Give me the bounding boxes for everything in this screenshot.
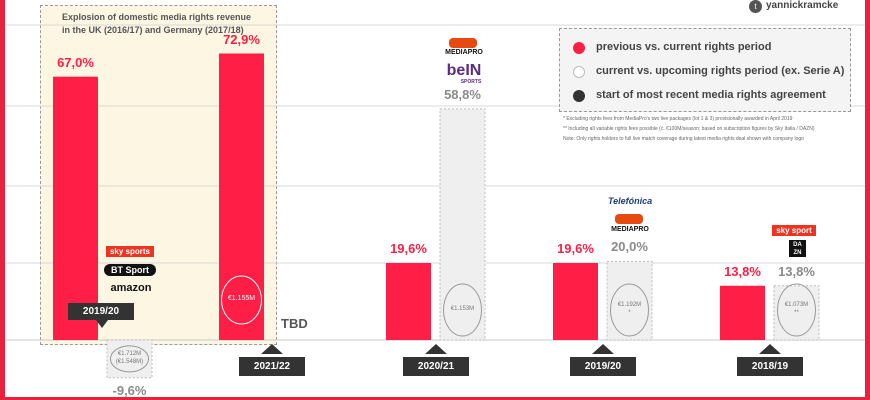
data-label-upcoming-4: 13,8% [778,263,815,279]
fee-circle-previous-1 [221,275,262,325]
data-label-previous-1: 72,9% [223,31,260,47]
period-badge-3 [570,357,636,376]
period-label-2: 2020/21 [417,361,455,372]
footnote-2: ** Including all variable rights fees po… [563,126,815,132]
bein-logo: beIN [446,62,482,79]
data-label-upcoming-3: 20,0% [611,239,648,255]
data-label-previous-0: 67,0% [57,54,94,70]
data-label-previous-2: 19,6% [390,240,427,256]
highlight-note-line2: in the UK (2016/17) and Germany (2017/18… [62,25,244,35]
fee-label-upcoming-0-0: €1.712M [117,350,142,357]
period-badge-2 [403,357,469,376]
data-label-previous-4: 13,8% [724,263,761,279]
mediapro-logo: MEDIAPRO [445,49,483,56]
fee-label-upcoming-3-1: * [628,310,631,316]
amazon-logo: amazon [110,282,152,294]
period-pointer-3 [592,344,614,354]
mediapro2-icon [615,214,643,224]
fee-label-upcoming-0-1: (€1.548M) [115,358,144,365]
bar-previous-4 [720,285,765,340]
author-handle: yannickramcke [766,0,839,11]
skysport-logo: sky sport [772,225,816,236]
skysports-logo: sky sports [106,246,154,257]
legend-marker-previous [573,42,585,54]
period-pointer-4 [759,344,781,354]
fee-label-upcoming-4-1: ** [794,310,799,316]
period-pointer-1 [261,344,283,354]
legend-marker-start [573,90,585,102]
bar-previous-2 [386,262,431,340]
period-badge-4 [737,357,803,376]
period-badge-0 [68,303,134,320]
bar-previous-0 [53,76,98,340]
bar-previous-1 [219,53,264,341]
upcoming-label-1: TBD [281,316,308,331]
bar-previous-3 [553,262,598,340]
frame-left-border [0,0,5,400]
legend-marker-upcoming [573,66,585,78]
fee-label-upcoming-4-0: €1.073M [784,302,809,308]
frame-right-border [865,0,870,400]
btsport-logo: BT Sport [104,264,156,276]
legend: previous vs. current rights period curre… [559,28,851,112]
fee-label-upcoming-3-0: €1.192M [617,302,642,308]
legend-label-upcoming: current vs. upcoming rights period (ex. … [596,65,845,77]
period-label-3: 2019/20 [584,361,622,372]
legend-label-previous: previous vs. current rights period [596,41,772,53]
fee-label-previous-1: €1.155M [227,295,256,302]
fee-circle-upcoming-2 [443,283,482,337]
fee-circle-upcoming-3 [610,283,649,337]
bar-upcoming-2 [439,108,486,341]
footnote-3: Note: Only rights holders to full live m… [563,136,804,142]
period-label-1: 2021/22 [253,361,291,372]
legend-label-start: start of most recent media rights agreem… [596,89,826,101]
mediapro-icon [449,38,477,48]
highlight-note-line1: Explosion of domestic media rights reven… [62,12,252,22]
period-badge-1 [239,357,305,376]
period-label-0: 2019/20 [82,306,120,317]
fee-circle-upcoming-0 [110,345,149,373]
dazn-logo: DA ZN [789,240,806,257]
footnote-1: * Excluding rights fees from MediaPro's … [563,116,793,122]
period-label-4: 2018/19 [751,361,789,372]
period-pointer-2 [425,344,447,354]
fee-label-upcoming-2-0: €1.153M [450,306,475,312]
telefonica-logo: Telefónica [608,196,653,206]
fee-circle-upcoming-4 [777,283,816,337]
mediapro2-logo: MEDIAPRO [611,226,649,233]
data-label-upcoming-0: -9,6% [112,382,147,398]
data-label-upcoming-2: 58,8% [444,86,481,102]
data-label-previous-3: 19,6% [557,240,594,256]
bein-sub-logo: SPORTS [460,79,482,85]
frame-bottom-border [0,397,870,400]
period-pointer-0 [96,320,108,328]
twitter-icon: t [749,0,762,13]
bar-upcoming-3 [606,260,653,341]
